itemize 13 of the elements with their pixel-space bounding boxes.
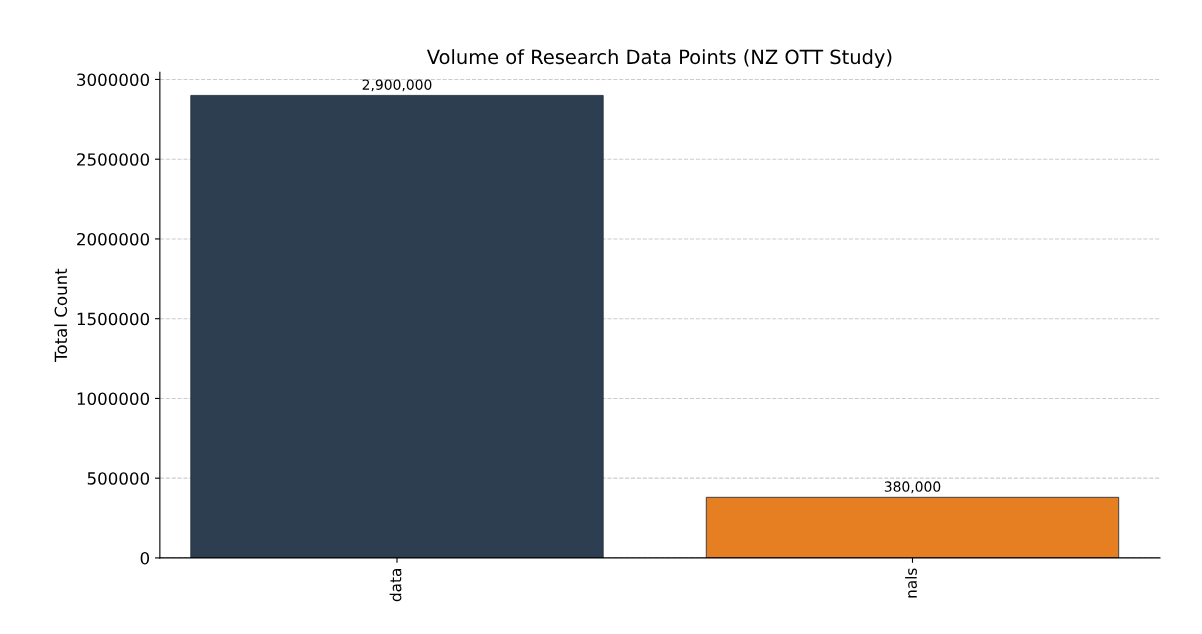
y-tick-label: 1000000 [77, 392, 150, 405]
chart-title: Volume of Research Data Points (NZ OTT Study) [426, 49, 892, 68]
x-tick-label: data [389, 569, 402, 602]
y-tick-label: 3000000 [77, 73, 150, 87]
y-tick-label: 500000 [87, 472, 150, 485]
y-tick-label: 2500000 [77, 153, 150, 166]
y-axis-title: Total Count [54, 268, 68, 362]
y-tick-label: 2000000 [77, 232, 150, 246]
y-tick-label: 0 [140, 551, 150, 565]
y-tick-label: 1500000 [77, 312, 150, 326]
x-tick-label: nals [905, 568, 917, 598]
data-label: 380,000 [884, 481, 941, 494]
data-label: 2,900,000 [362, 79, 432, 92]
